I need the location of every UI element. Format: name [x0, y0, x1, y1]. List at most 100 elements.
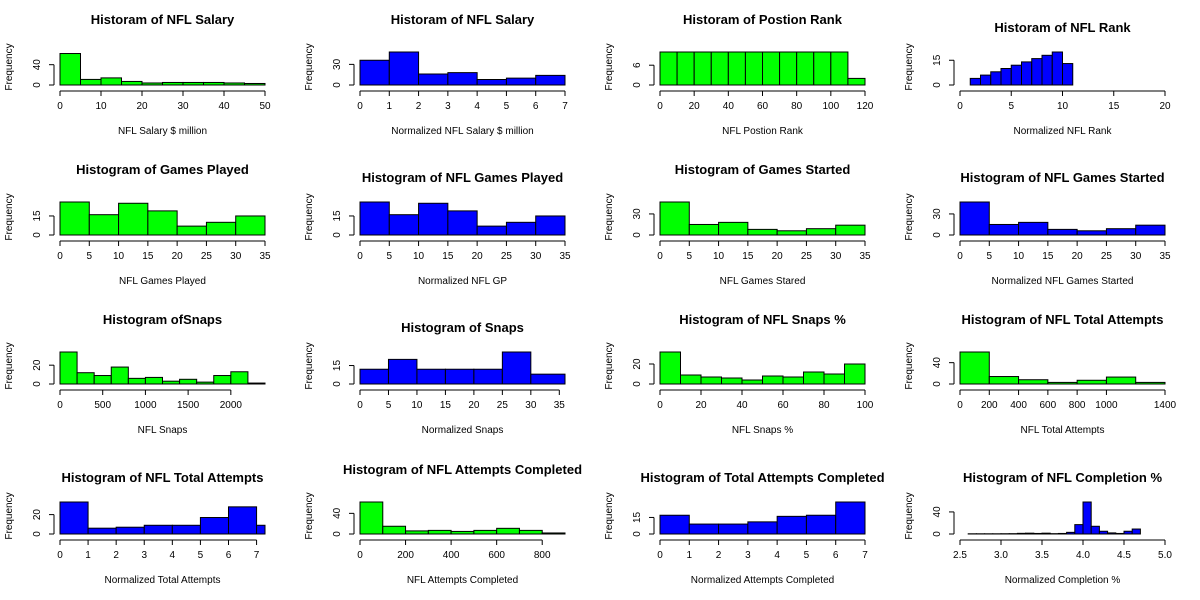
x-tick-label: 0 — [357, 400, 363, 411]
panel-title: Histogram of NFL Total Attempts — [962, 312, 1164, 327]
x-axis-label: Normalized Attempts Completed — [691, 575, 834, 586]
y-tick-label: 0 — [932, 381, 943, 387]
y-tick-label: 0 — [932, 82, 943, 88]
x-tick-label: 0 — [357, 251, 363, 262]
x-tick-label: 35 — [559, 251, 571, 262]
x-tick-label: 4 — [774, 550, 780, 561]
histogram-bar — [496, 527, 520, 535]
x-tick-label: 3 — [445, 101, 451, 112]
histogram-bar — [835, 224, 866, 236]
x-tick-label: 500 — [94, 400, 111, 411]
histogram-bar — [115, 526, 145, 535]
histogram-bar — [1021, 61, 1033, 86]
x-tick-label: 20 — [1159, 101, 1171, 112]
histogram-panel: Histogram of NFL Total Attempts 0 1 2 3 4 5 6 7 0… — [4, 470, 266, 586]
panel-title: Histogram of NFL Completion % — [963, 470, 1163, 485]
histogram-bar — [118, 202, 149, 236]
x-tick-label: 200 — [397, 550, 414, 561]
histogram-bar — [518, 529, 543, 535]
histogram-bar — [959, 201, 990, 236]
x-tick-label: 60 — [757, 101, 769, 112]
x-tick-label: 5 — [687, 251, 693, 262]
x-tick-label: 2000 — [220, 400, 243, 411]
histogram-bar — [244, 82, 266, 86]
x-tick-label: 25 — [801, 251, 813, 262]
histogram-bar — [247, 382, 266, 385]
histogram-bar — [779, 51, 798, 86]
x-axis-label: Normalized Total Attempts — [105, 575, 221, 586]
x-tick-label: 0 — [657, 251, 663, 262]
x-tick-label: 2.5 — [953, 550, 967, 561]
histogram-bar — [990, 71, 1002, 86]
panel-title: Historam of Postion Rank — [683, 12, 843, 27]
y-axis-label: Frequency — [4, 492, 15, 539]
histogram-bar — [1123, 530, 1133, 535]
histogram-bar — [1016, 532, 1027, 535]
panel-title: Histogram of Games Started — [675, 162, 851, 177]
histogram-bar — [1131, 528, 1141, 535]
histogram-panel: Histogram of NFL Games Started 0 5 10 15 20 25… — [904, 170, 1171, 287]
histogram-bar — [776, 230, 807, 236]
panel-title: Historam of NFL Salary — [391, 12, 535, 27]
histogram-panel: Histogram of Snaps 0 5 10 15 20 25 30 35 0 15 Norma… — [304, 320, 566, 436]
histogram-bar — [121, 80, 143, 86]
x-axis-label: Normalized NFL Games Started — [992, 276, 1134, 287]
x-tick-label: 0 — [657, 400, 663, 411]
histogram-bar — [505, 77, 537, 86]
histogram-bar — [535, 215, 566, 236]
histogram-bar — [1041, 54, 1053, 86]
x-tick-label: 200 — [981, 400, 998, 411]
y-axis-label: Frequency — [604, 492, 615, 539]
histogram-bar — [473, 529, 498, 535]
histogram-bar — [473, 368, 503, 385]
x-tick-label: 10 — [413, 251, 425, 262]
x-tick-label: 15 — [1042, 251, 1054, 262]
x-tick-label: 15 — [142, 251, 154, 262]
histogram-bar — [718, 221, 749, 236]
histogram-bar — [1098, 530, 1109, 535]
y-axis-label: Frequency — [604, 342, 615, 389]
y-tick-label: 30 — [632, 208, 643, 220]
histogram-bar — [476, 79, 507, 86]
histogram-bar — [805, 228, 837, 236]
histogram-panel: Histogram of Games Started 0 5 10 15 20 25 30 35… — [604, 162, 871, 287]
histogram-bar — [382, 525, 407, 535]
histogram-bar — [530, 373, 566, 385]
x-tick-label: 30 — [830, 251, 842, 262]
x-tick-label: 6 — [833, 550, 839, 561]
histogram-bar — [782, 376, 804, 385]
x-tick-label: 0 — [357, 101, 363, 112]
x-tick-label: 25 — [497, 400, 509, 411]
x-tick-label: 0 — [57, 550, 63, 561]
histogram-bar — [213, 375, 232, 385]
x-tick-label: 15 — [1108, 101, 1120, 112]
histogram-bar — [762, 375, 784, 385]
x-axis-label: NFL Games Stared — [720, 276, 806, 287]
histogram-bar — [93, 375, 112, 385]
x-tick-label: 7 — [254, 550, 260, 561]
x-tick-label: 100 — [857, 400, 874, 411]
histogram-bar — [171, 524, 201, 535]
histogram-bar — [501, 351, 532, 385]
histogram-bar — [744, 51, 764, 86]
histogram-bar — [762, 51, 781, 86]
histogram-bar — [823, 373, 845, 385]
x-tick-label: 800 — [1069, 400, 1086, 411]
x-tick-label: 5 — [87, 251, 93, 262]
histogram-panel: Histogram ofSnaps 0 500 1000 1500 2000 0 20 NFL … — [4, 312, 266, 436]
histogram-bar — [1074, 524, 1084, 535]
histogram-bar — [1047, 228, 1078, 236]
histogram-bar — [1076, 230, 1107, 236]
histogram-bar — [1090, 525, 1100, 535]
x-axis-label: Normalized Completion % — [1005, 575, 1121, 586]
histogram-bar — [959, 351, 990, 385]
histogram-bar — [796, 51, 815, 86]
histogram-bar — [1105, 228, 1137, 236]
x-tick-label: 0 — [657, 101, 663, 112]
histogram-bar — [1135, 224, 1166, 236]
histogram-bar — [182, 81, 204, 86]
x-tick-label: 15 — [440, 400, 452, 411]
histogram-bar — [223, 82, 245, 86]
panel-title: Historam of NFL Rank — [994, 20, 1131, 35]
histogram-bar — [1076, 379, 1107, 385]
